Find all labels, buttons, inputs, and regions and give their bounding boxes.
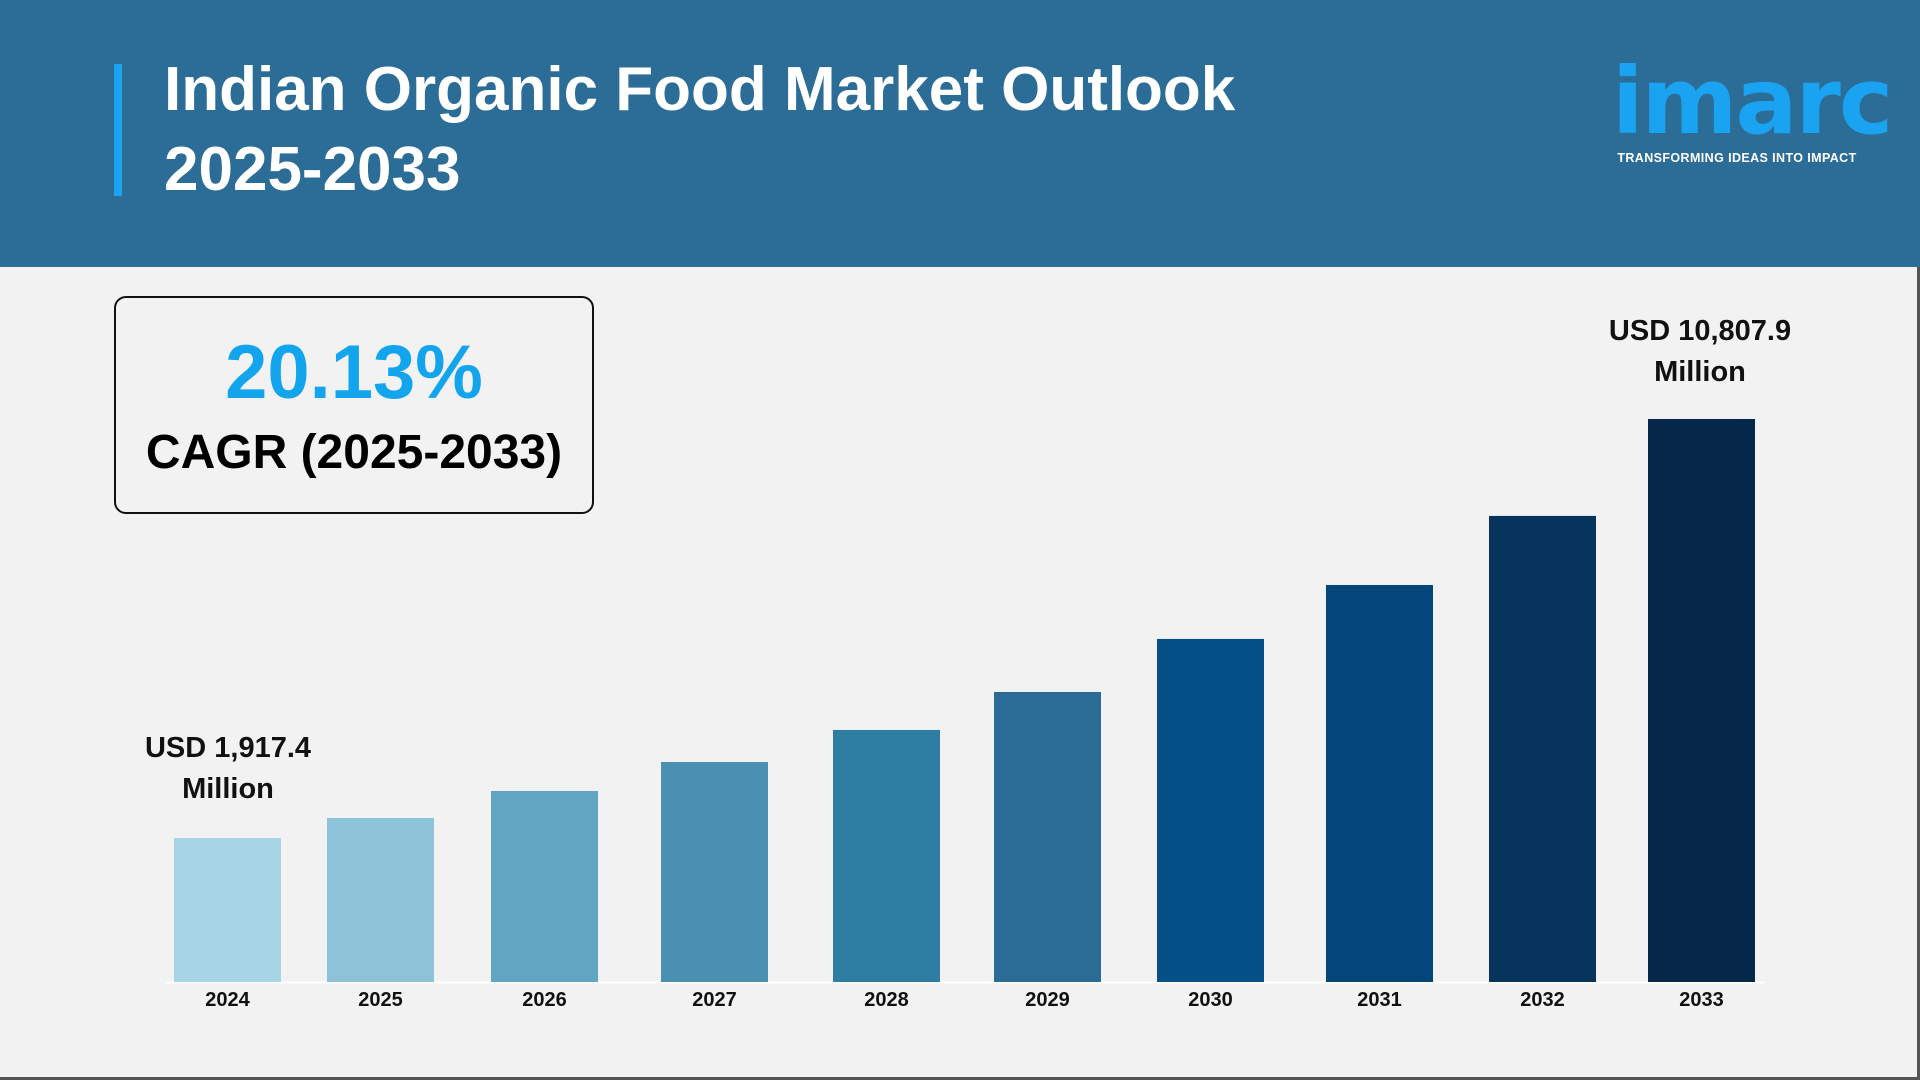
last-value-amount: USD 10,807.9 — [1608, 315, 1792, 347]
first-value-label: USD 1,917.4 Million — [98, 728, 358, 810]
last-value-unit: Million — [1654, 356, 1746, 388]
cagr-label: CAGR (2025-2033) — [145, 426, 563, 479]
x-tick-label: 2026 — [522, 989, 567, 1011]
x-tick-label: 2032 — [1520, 989, 1565, 1011]
bar-2027 — [661, 761, 768, 982]
page-title-line1: Indian Organic Food Market Outlook — [164, 55, 1236, 124]
imarc-logo: imarc TRANSFORMING IDEAS INTO IMPACT — [1612, 48, 1893, 172]
bar-2028 — [833, 729, 940, 982]
x-tick-label: 2024 — [205, 989, 250, 1011]
first-value-unit: Million — [182, 773, 274, 805]
bar-2032 — [1489, 515, 1596, 982]
bar-2024 — [174, 838, 281, 982]
x-tick-label: 2028 — [864, 989, 909, 1011]
x-tick-label: 2030 — [1188, 989, 1233, 1011]
bar-2025 — [327, 817, 434, 982]
frame-border-right — [1917, 267, 1920, 1080]
bar-2030 — [1157, 638, 1264, 982]
cagr-box: 20.13% CAGR (2025-2033) — [114, 296, 594, 514]
x-tick-label: 2031 — [1357, 989, 1402, 1011]
first-value-amount: USD 1,917.4 — [144, 732, 312, 764]
x-tick-label: 2025 — [358, 989, 403, 1011]
frame-border-bottom — [0, 1077, 1920, 1080]
bar-2033 — [1648, 419, 1755, 982]
bar-2026 — [491, 790, 598, 982]
x-tick-label: 2027 — [692, 989, 737, 1011]
last-value-label: USD 10,807.9 Million — [1570, 311, 1830, 393]
page-title-line2: 2025-2033 — [164, 135, 461, 204]
bar-2029 — [994, 691, 1101, 982]
cagr-value: 20.13% — [225, 330, 483, 415]
logo-tagline: TRANSFORMING IDEAS INTO IMPACT — [1617, 151, 1857, 165]
logo-wordmark: imarc — [1612, 48, 1893, 155]
header-banner: Indian Organic Food Market Outlook 2025-… — [0, 0, 1920, 267]
x-tick-label: 2029 — [1025, 989, 1070, 1011]
bar-2031 — [1326, 584, 1433, 982]
x-tick-label: 2033 — [1679, 989, 1724, 1011]
title-accent-bar — [114, 64, 122, 196]
